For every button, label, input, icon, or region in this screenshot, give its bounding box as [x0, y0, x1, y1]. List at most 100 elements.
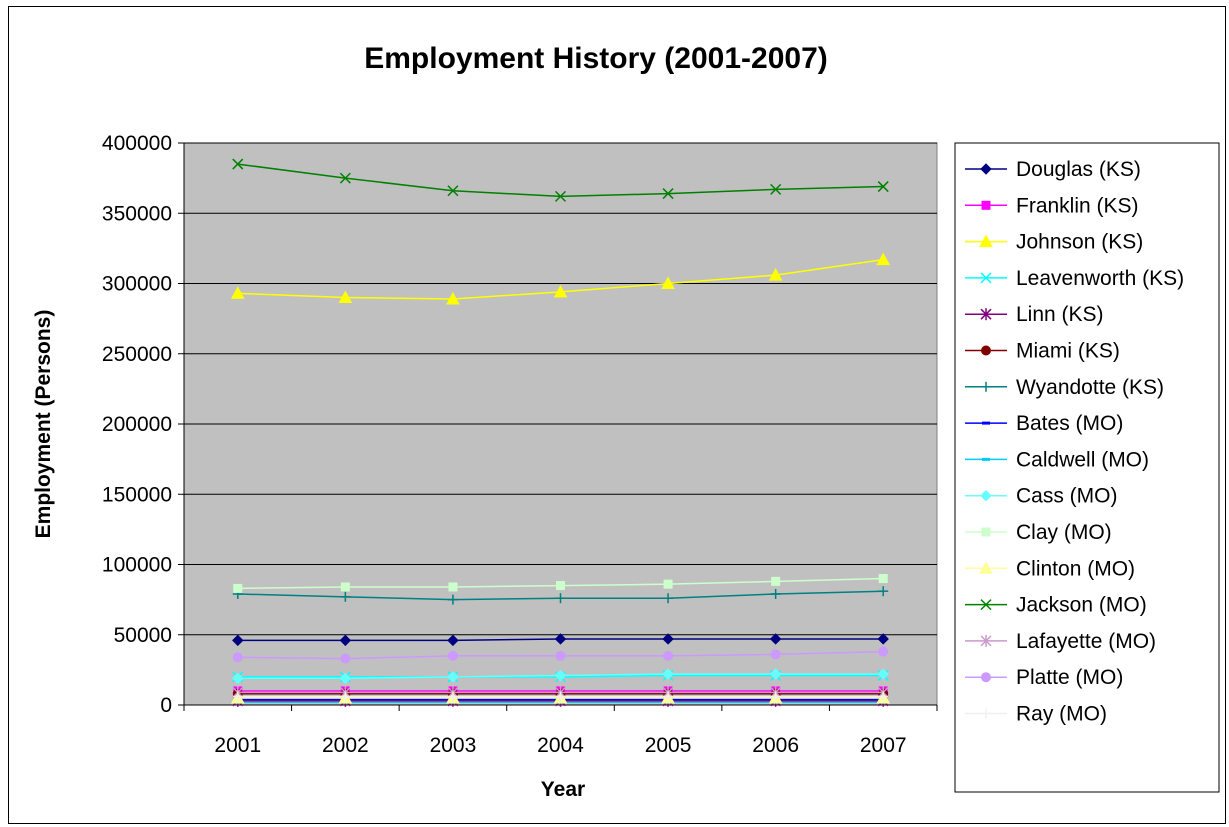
y-axis-title: Employment (Persons) [32, 310, 55, 539]
data-point [877, 181, 889, 193]
data-point [663, 650, 674, 661]
series-ray-mo [232, 691, 889, 702]
legend-label: Lafayette (MO) [1016, 630, 1156, 653]
data-point [340, 582, 350, 592]
data-point [770, 649, 781, 660]
data-point [232, 652, 243, 663]
chart-title: Employment History (2001-2007) [364, 42, 828, 75]
legend-label: Franklin (KS) [1016, 194, 1139, 217]
series-douglas-ks [232, 633, 889, 647]
data-point [447, 650, 458, 661]
legend-marker [980, 163, 992, 175]
legend-marker [981, 527, 991, 537]
series-cass-mo [232, 668, 889, 685]
data-point [447, 671, 459, 683]
data-point [447, 594, 458, 605]
legend-item: Franklin (KS) [965, 194, 1139, 217]
data-point [769, 668, 782, 680]
legend-marker [980, 489, 992, 502]
legend-label: Leavenworth (KS) [1016, 267, 1184, 290]
legend-label: Ray (MO) [1016, 703, 1107, 726]
legend-marker [981, 345, 991, 356]
y-tick-label: 200000 [102, 413, 172, 436]
y-tick-label: 50000 [114, 624, 172, 647]
legend-item: Miami (KS) [965, 340, 1120, 363]
legend-item: Caldwell (MO) [965, 448, 1149, 471]
data-point [553, 284, 568, 298]
legend-label: Clinton (MO) [1016, 557, 1135, 580]
data-point [447, 634, 459, 647]
data-point [663, 691, 674, 702]
data-point [232, 672, 244, 685]
series-platte-mo [232, 646, 889, 664]
legend-marker [980, 599, 992, 611]
data-point [878, 646, 889, 657]
x-tick-label: 2001 [214, 734, 261, 757]
legend-label: Cass (MO) [1016, 485, 1118, 508]
legend-marker [979, 234, 993, 248]
data-point [232, 691, 243, 702]
y-tick-label: 0 [160, 694, 172, 717]
data-point [232, 634, 244, 647]
data-point [878, 574, 888, 584]
data-point [555, 691, 566, 702]
data-point [770, 183, 782, 195]
legend-label: Douglas (KS) [1016, 158, 1141, 181]
legend-marker [982, 421, 990, 425]
data-point [446, 291, 460, 305]
legend-item: Douglas (KS) [965, 158, 1141, 181]
legend-label: Caldwell (MO) [1016, 448, 1149, 471]
legend-marker [980, 634, 992, 647]
legend-label: Linn (KS) [1016, 303, 1104, 326]
legend-label: Johnson (KS) [1016, 231, 1143, 254]
y-tick-label: 150000 [102, 483, 172, 506]
data-point [554, 190, 567, 202]
data-point [770, 589, 781, 600]
x-tick-label: 2002 [322, 734, 369, 757]
legend-item: Bates (MO) [965, 412, 1123, 435]
legend-marker [979, 561, 993, 574]
data-point [768, 268, 783, 281]
legend-item: Leavenworth (KS) [965, 267, 1184, 290]
data-point [662, 668, 674, 680]
x-tick-label: 2004 [537, 734, 584, 757]
data-point [662, 188, 674, 200]
data-point [663, 579, 673, 589]
data-point [233, 583, 243, 593]
x-tick-label: 2003 [430, 734, 477, 757]
series-wyandotte-ks [232, 586, 889, 605]
legend-marker [981, 708, 991, 719]
plot-area: 400000 350000 300000 250000 200000 150000 1000… [102, 132, 938, 757]
legend: Douglas (KS) Franklin (KS) Johnson (KS) Lea… [954, 142, 1220, 793]
legend-item: Jackson (MO) [965, 594, 1147, 617]
legend-marker [981, 381, 991, 392]
y-tick-label: 350000 [102, 202, 172, 225]
data-point [555, 650, 566, 661]
data-point [554, 633, 567, 645]
legend-label: Clay (MO) [1016, 521, 1112, 544]
data-point [340, 653, 351, 664]
series-clay-mo [233, 574, 888, 593]
data-point [555, 593, 566, 604]
y-tick-label: 100000 [102, 554, 172, 577]
legend-item: Clinton (MO) [965, 557, 1135, 580]
data-point [770, 691, 781, 702]
data-point [230, 286, 245, 299]
data-point [877, 668, 889, 680]
legend-label: Wyandotte (KS) [1016, 376, 1164, 399]
y-tick-label: 300000 [102, 273, 172, 296]
legend-marker [980, 308, 992, 321]
data-point [662, 633, 674, 645]
legend-marker [981, 672, 991, 683]
data-point [338, 290, 353, 304]
data-point [339, 172, 351, 184]
data-point [340, 691, 351, 702]
y-tick-label: 250000 [102, 343, 172, 366]
data-point [876, 252, 891, 266]
legend-item: Wyandotte (KS) [965, 376, 1164, 399]
legend-label: Miami (KS) [1016, 340, 1120, 363]
series-johnson-ks [230, 252, 891, 305]
legend-item: Cass (MO) [965, 485, 1118, 508]
data-point [878, 691, 889, 702]
